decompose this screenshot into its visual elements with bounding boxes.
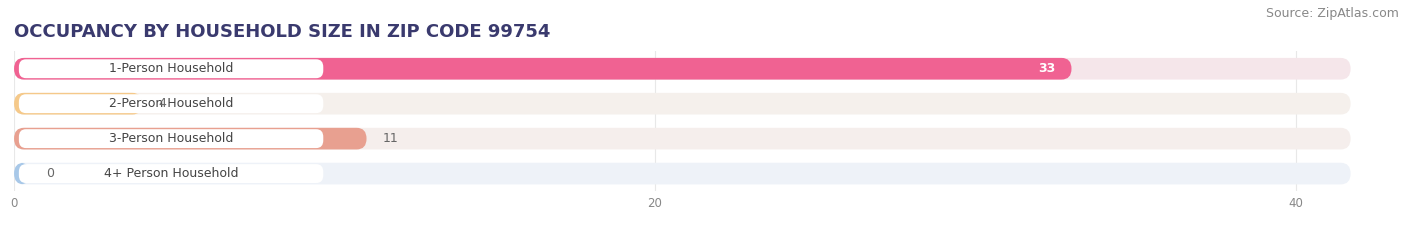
FancyBboxPatch shape [18,164,323,183]
Text: 1-Person Household: 1-Person Household [108,62,233,75]
Text: Source: ZipAtlas.com: Source: ZipAtlas.com [1265,7,1399,20]
Text: 4: 4 [159,97,166,110]
Text: OCCUPANCY BY HOUSEHOLD SIZE IN ZIP CODE 99754: OCCUPANCY BY HOUSEHOLD SIZE IN ZIP CODE … [14,23,550,41]
FancyBboxPatch shape [18,94,323,113]
Text: 0: 0 [46,167,53,180]
FancyBboxPatch shape [14,163,30,185]
FancyBboxPatch shape [14,163,1351,185]
FancyBboxPatch shape [14,93,142,115]
FancyBboxPatch shape [14,58,1071,80]
FancyBboxPatch shape [14,128,367,150]
Text: 2-Person Household: 2-Person Household [108,97,233,110]
FancyBboxPatch shape [14,128,1351,150]
Text: 11: 11 [382,132,398,145]
FancyBboxPatch shape [14,93,1351,115]
Text: 3-Person Household: 3-Person Household [108,132,233,145]
FancyBboxPatch shape [18,129,323,148]
Text: 33: 33 [1038,62,1056,75]
FancyBboxPatch shape [18,59,323,78]
Text: 4+ Person Household: 4+ Person Household [104,167,239,180]
FancyBboxPatch shape [14,58,1351,80]
